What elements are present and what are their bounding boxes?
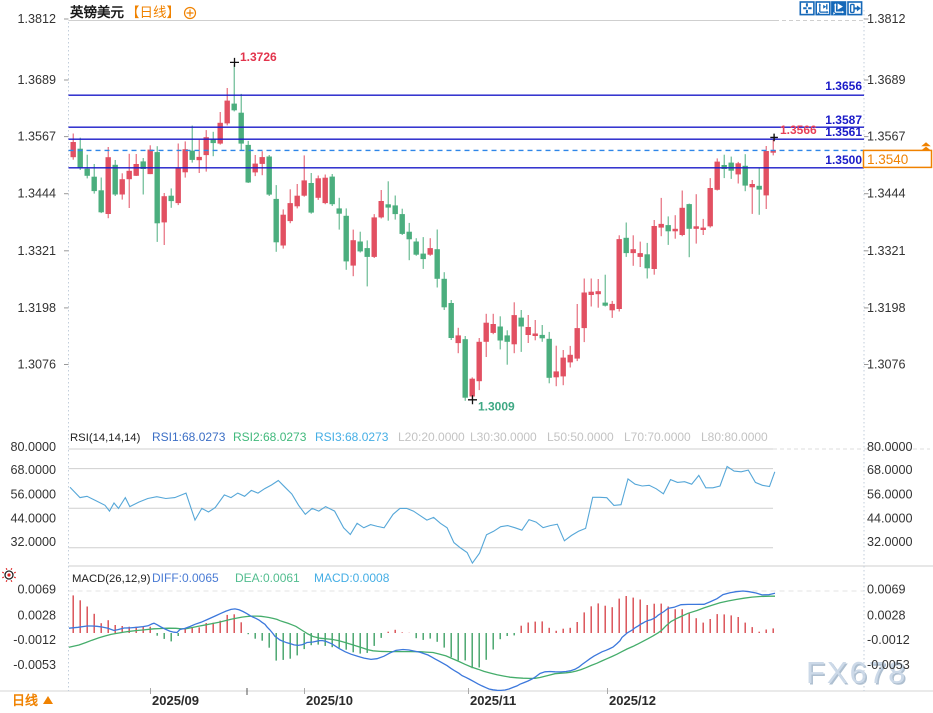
svg-text:-0.0053: -0.0053: [867, 658, 910, 672]
svg-text:1.3587: 1.3587: [825, 113, 862, 127]
svg-text:1.3198: 1.3198: [17, 301, 56, 315]
svg-text:80.0000: 80.0000: [10, 440, 56, 454]
svg-text:32.0000: 32.0000: [10, 535, 56, 549]
svg-text:0.0028: 0.0028: [867, 609, 906, 623]
svg-text:1.3561: 1.3561: [825, 125, 862, 139]
svg-text:1.3567: 1.3567: [17, 130, 56, 144]
svg-text:RSI3:68.0273: RSI3:68.0273: [315, 430, 389, 444]
svg-text:L70:70.0000: L70:70.0000: [624, 430, 691, 444]
svg-text:RSI2:68.0273: RSI2:68.0273: [233, 430, 307, 444]
svg-text:44.0000: 44.0000: [867, 512, 913, 526]
svg-text:1.3321: 1.3321: [17, 244, 56, 258]
svg-text:1.3812: 1.3812: [17, 12, 56, 26]
svg-text:日线: 日线: [12, 693, 38, 708]
svg-text:1.3076: 1.3076: [17, 358, 56, 372]
svg-text:1.3689: 1.3689: [17, 73, 56, 87]
svg-text:0.0028: 0.0028: [17, 609, 56, 623]
svg-text:2025/09: 2025/09: [152, 693, 199, 708]
svg-text:1.3567: 1.3567: [867, 130, 906, 144]
svg-text:1.3540: 1.3540: [867, 152, 908, 167]
svg-text:【日线】: 【日线】: [126, 5, 180, 20]
svg-text:1.3566: 1.3566: [780, 123, 817, 137]
svg-text:1.3726: 1.3726: [240, 50, 277, 64]
svg-text:1.3444: 1.3444: [867, 187, 906, 201]
svg-text:1.3812: 1.3812: [867, 12, 906, 26]
svg-text:1.3444: 1.3444: [17, 187, 56, 201]
svg-text:MACD(26,12,9): MACD(26,12,9): [72, 573, 151, 585]
svg-text:1.3656: 1.3656: [825, 79, 862, 93]
svg-text:0.0069: 0.0069: [17, 583, 56, 597]
svg-text:-0.0012: -0.0012: [867, 633, 910, 647]
svg-text:L30:30.0000: L30:30.0000: [470, 430, 537, 444]
svg-text:56.0000: 56.0000: [867, 488, 913, 502]
svg-text:L20:20.0000: L20:20.0000: [398, 430, 465, 444]
svg-text:RSI(14,14,14): RSI(14,14,14): [70, 432, 141, 444]
svg-text:-0.0053: -0.0053: [13, 658, 56, 672]
svg-text:1.3076: 1.3076: [867, 358, 906, 372]
svg-text:2025/12: 2025/12: [609, 693, 656, 708]
svg-text:80.0000: 80.0000: [867, 440, 913, 454]
svg-text:RSI1:68.0273: RSI1:68.0273: [152, 430, 226, 444]
svg-text:MACD:0.0008: MACD:0.0008: [314, 571, 390, 585]
svg-text:32.0000: 32.0000: [867, 535, 913, 549]
svg-text:68.0000: 68.0000: [10, 463, 56, 477]
svg-text:DEA:0.0061: DEA:0.0061: [235, 571, 300, 585]
svg-text:1.3500: 1.3500: [825, 153, 862, 167]
svg-text:1.3198: 1.3198: [867, 301, 906, 315]
svg-text:1.3009: 1.3009: [478, 400, 515, 414]
svg-text:44.0000: 44.0000: [10, 512, 56, 526]
svg-text:2025/11: 2025/11: [470, 693, 516, 708]
svg-text:L50:50.0000: L50:50.0000: [547, 430, 614, 444]
svg-text:56.0000: 56.0000: [10, 488, 56, 502]
svg-text:英镑美元: 英镑美元: [69, 4, 124, 20]
svg-text:0.0069: 0.0069: [867, 583, 906, 597]
svg-text:1.3689: 1.3689: [867, 73, 906, 87]
svg-text:L80:80.0000: L80:80.0000: [701, 430, 768, 444]
svg-text:68.0000: 68.0000: [867, 463, 913, 477]
svg-text:1.3321: 1.3321: [867, 244, 906, 258]
svg-text:-0.0012: -0.0012: [13, 633, 56, 647]
svg-text:DIFF:0.0065: DIFF:0.0065: [152, 571, 219, 585]
svg-text:2025/10: 2025/10: [306, 693, 353, 708]
svg-text:FX678: FX678: [806, 655, 907, 690]
